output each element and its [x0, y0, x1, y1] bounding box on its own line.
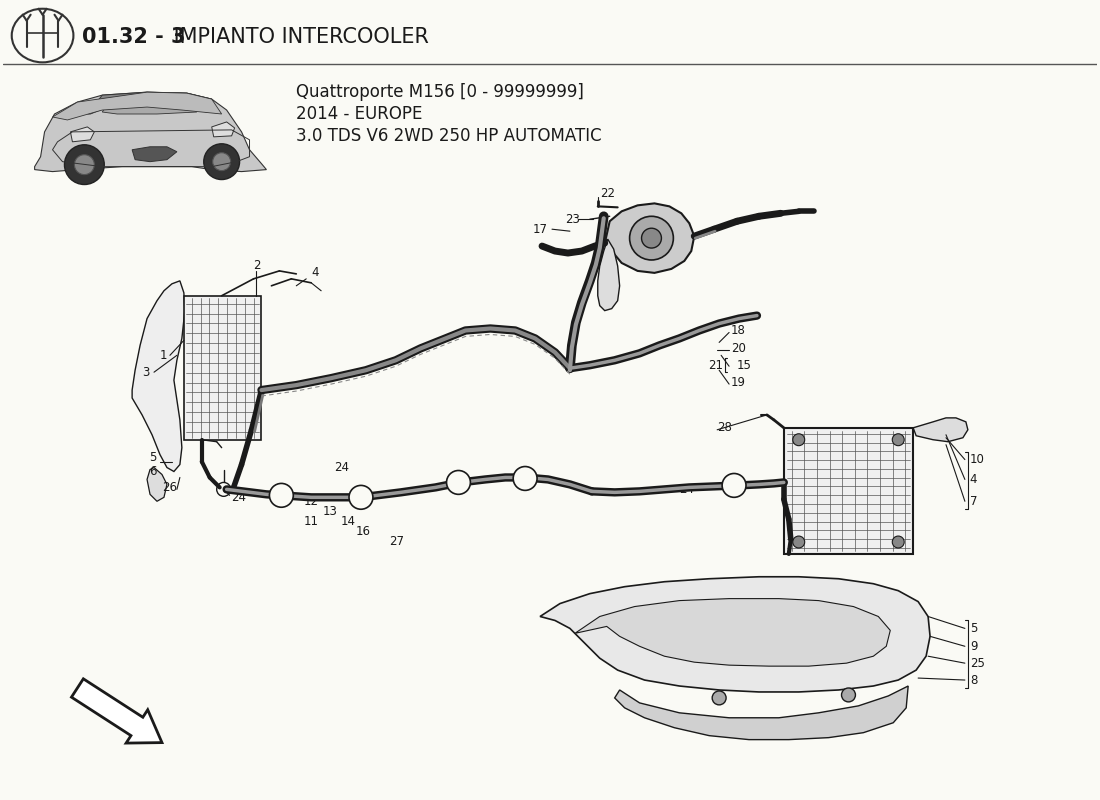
Text: 2014 - EUROPE: 2014 - EUROPE [296, 105, 422, 123]
Circle shape [842, 688, 856, 702]
Text: 12: 12 [304, 494, 318, 508]
Circle shape [629, 216, 673, 260]
Text: 3.0 TDS V6 2WD 250 HP AUTOMATIC: 3.0 TDS V6 2WD 250 HP AUTOMATIC [296, 127, 602, 145]
Polygon shape [34, 92, 266, 171]
Text: IMPIANTO INTERCOOLER: IMPIANTO INTERCOOLER [167, 26, 429, 46]
Polygon shape [70, 127, 95, 142]
Polygon shape [784, 428, 913, 554]
Text: 24: 24 [232, 491, 246, 504]
Circle shape [212, 153, 231, 170]
Polygon shape [184, 296, 262, 440]
Circle shape [722, 474, 746, 498]
Circle shape [514, 466, 537, 490]
Text: 21: 21 [708, 358, 723, 372]
Circle shape [892, 434, 904, 446]
Text: 7: 7 [970, 494, 978, 508]
Text: 2: 2 [253, 259, 261, 273]
Text: 22: 22 [600, 187, 615, 200]
Polygon shape [615, 686, 909, 740]
Text: 17: 17 [534, 222, 548, 236]
Circle shape [793, 536, 805, 548]
Polygon shape [132, 146, 177, 162]
Text: 28: 28 [717, 422, 732, 434]
Polygon shape [606, 203, 694, 273]
Text: 01.32 - 3: 01.32 - 3 [82, 26, 186, 46]
Polygon shape [597, 239, 619, 310]
Circle shape [349, 486, 373, 510]
Text: 8: 8 [970, 674, 977, 686]
Polygon shape [53, 92, 222, 120]
Circle shape [65, 145, 104, 185]
Circle shape [892, 536, 904, 548]
Text: 24: 24 [680, 483, 694, 496]
Text: 3: 3 [143, 366, 150, 378]
Circle shape [204, 144, 240, 179]
Polygon shape [147, 467, 167, 502]
Polygon shape [211, 122, 234, 137]
Text: 18: 18 [732, 324, 746, 337]
Text: 9: 9 [970, 640, 978, 653]
Text: 19: 19 [732, 376, 746, 389]
Polygon shape [102, 96, 197, 114]
Text: 5: 5 [970, 622, 977, 635]
Text: 27: 27 [388, 534, 404, 547]
Text: Quattroporte M156 [0 - 99999999]: Quattroporte M156 [0 - 99999999] [296, 83, 584, 101]
FancyArrow shape [72, 679, 162, 743]
Polygon shape [540, 577, 931, 692]
Text: 10: 10 [970, 453, 985, 466]
Text: 4: 4 [311, 266, 319, 279]
Polygon shape [575, 598, 890, 666]
Polygon shape [87, 92, 211, 114]
Text: 24: 24 [334, 461, 349, 474]
Circle shape [712, 691, 726, 705]
Text: 1: 1 [160, 349, 167, 362]
Polygon shape [132, 281, 185, 471]
Circle shape [270, 483, 294, 507]
Circle shape [447, 470, 471, 494]
Text: 15: 15 [737, 358, 752, 372]
Text: 14: 14 [341, 514, 356, 528]
Text: 23: 23 [565, 213, 580, 226]
Text: 6: 6 [150, 465, 157, 478]
Text: 13: 13 [323, 505, 338, 518]
Circle shape [641, 228, 661, 248]
Circle shape [793, 434, 805, 446]
Text: 16: 16 [356, 525, 371, 538]
Polygon shape [913, 418, 968, 442]
Text: 5: 5 [150, 451, 157, 464]
Text: 26: 26 [162, 481, 177, 494]
Text: 20: 20 [732, 342, 746, 355]
Text: 4: 4 [970, 473, 978, 486]
Text: 25: 25 [970, 657, 985, 670]
Circle shape [75, 154, 95, 174]
Text: 11: 11 [304, 514, 318, 528]
